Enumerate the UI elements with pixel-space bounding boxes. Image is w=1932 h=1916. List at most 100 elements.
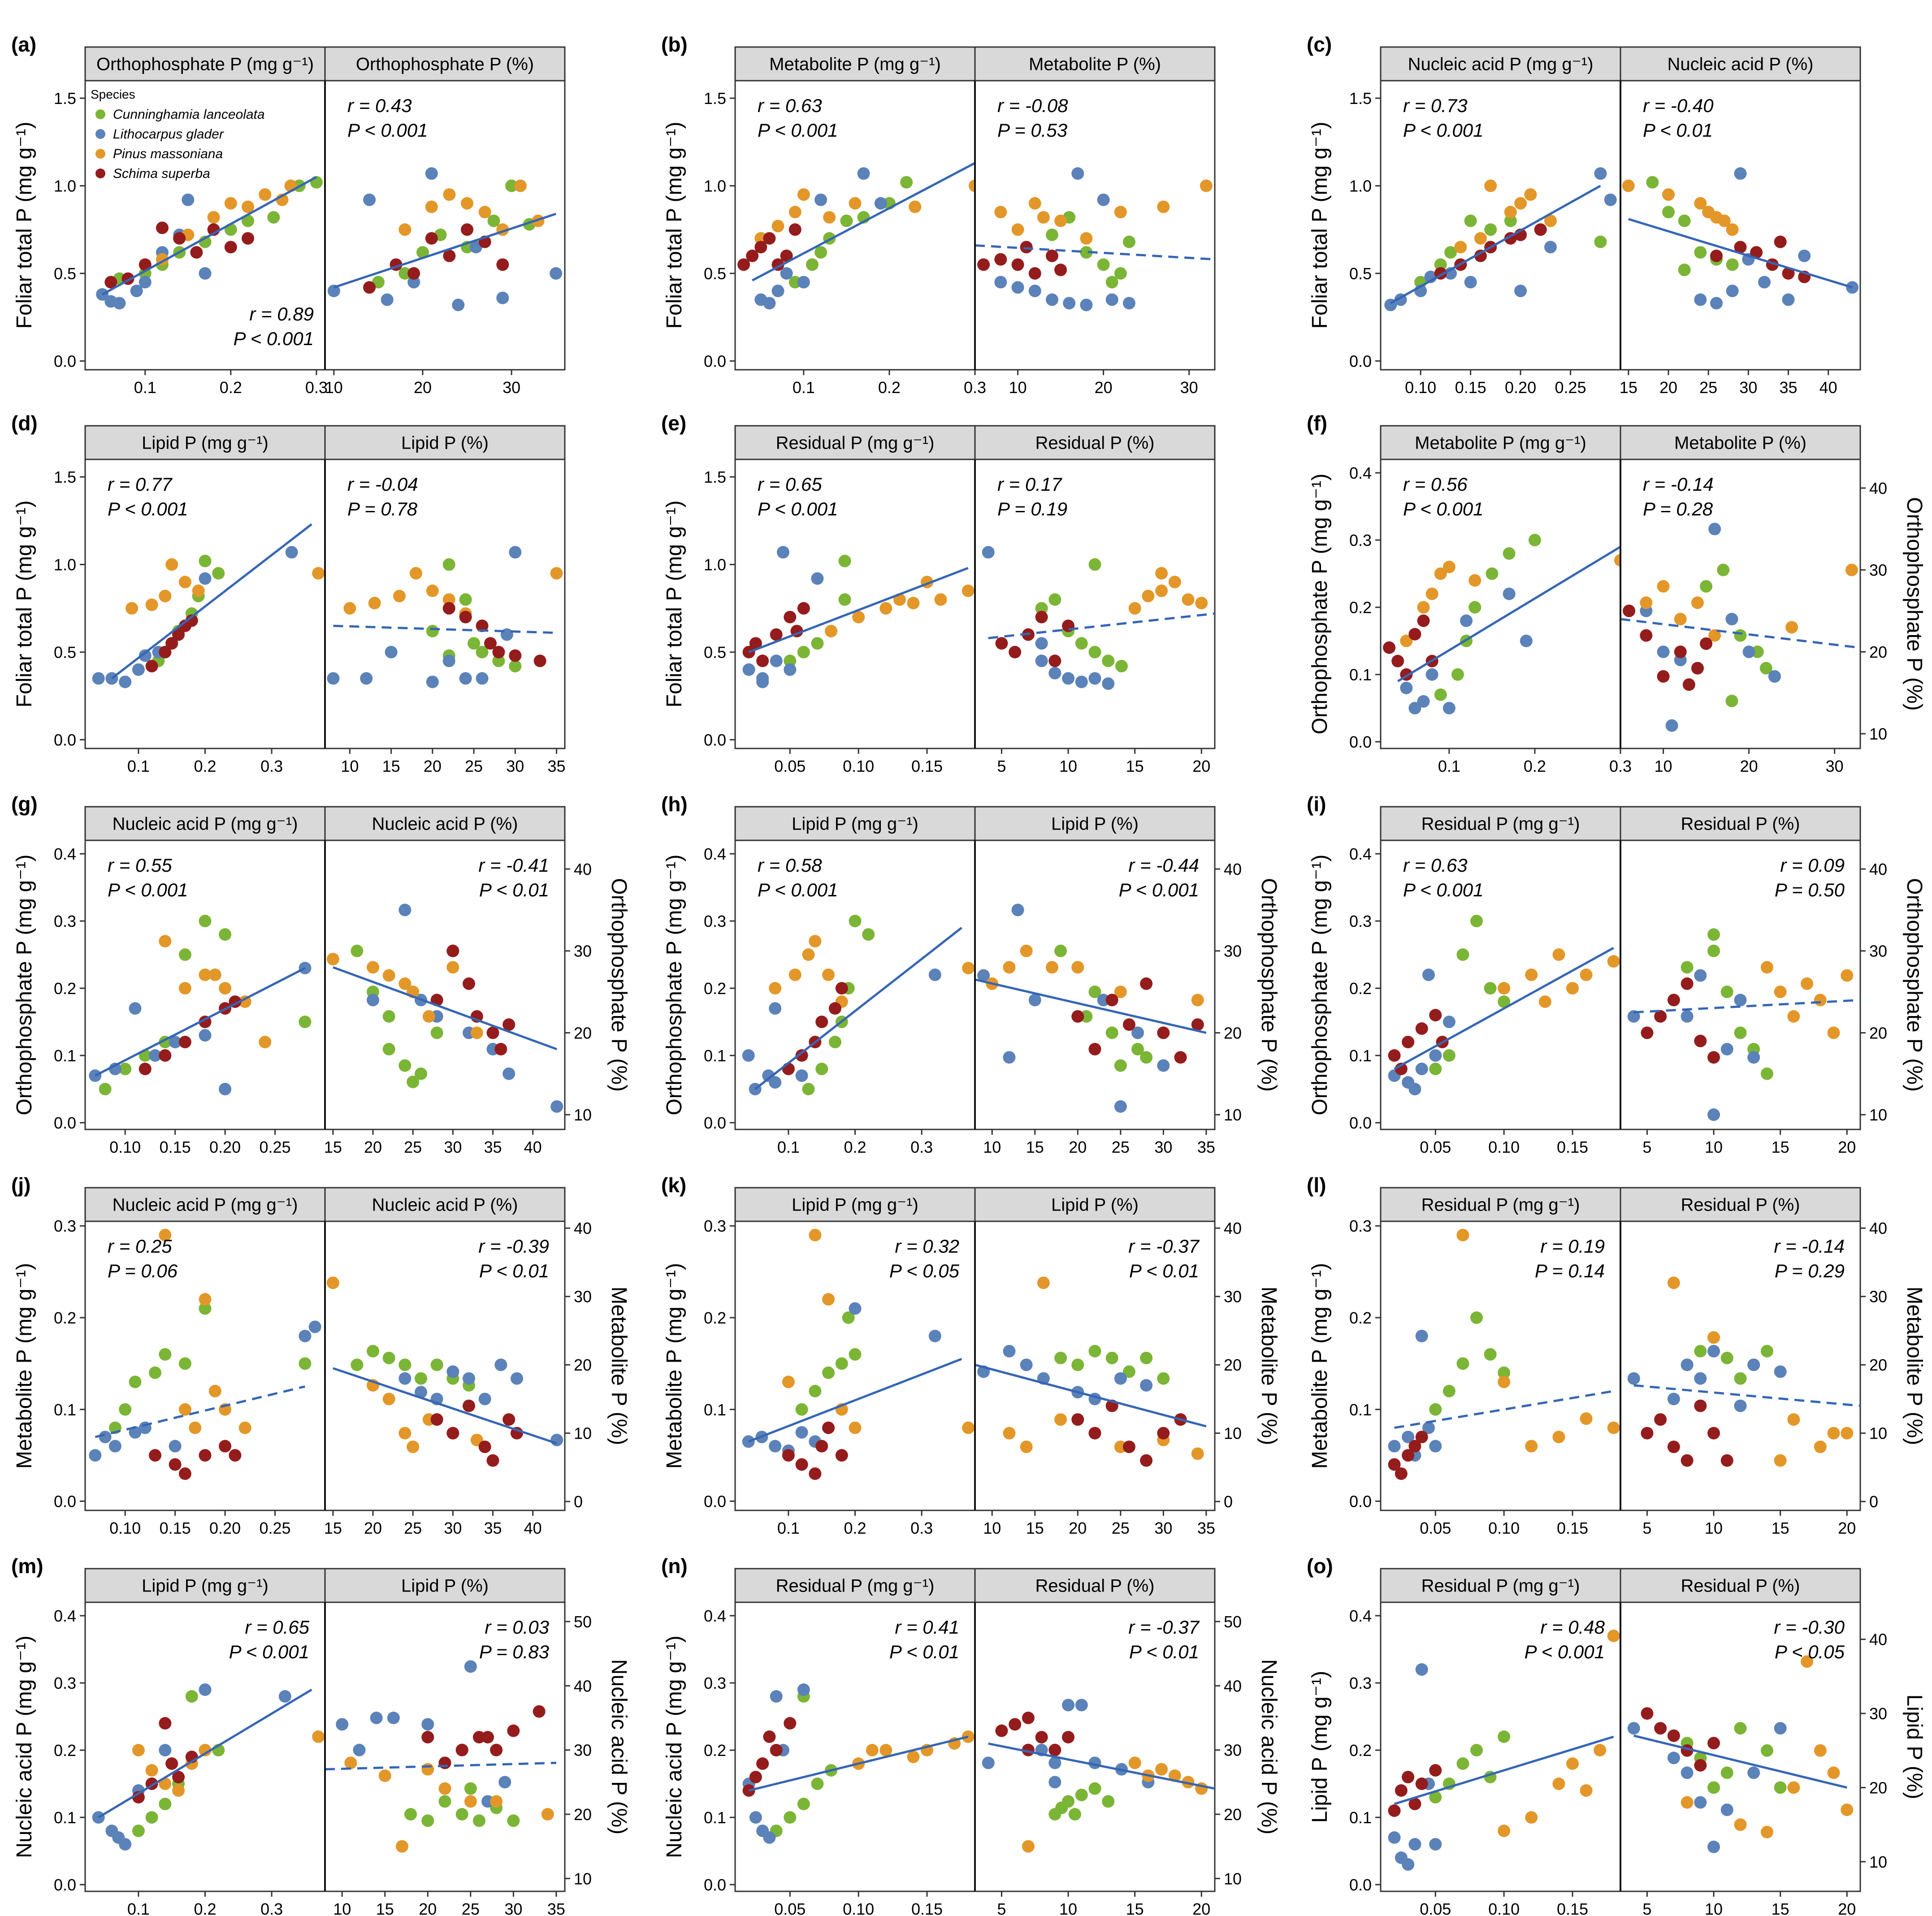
x-tick-label: 20: [1838, 1138, 1856, 1156]
x-tick-label: 0.3: [964, 378, 986, 397]
facet-strip: [1620, 806, 1861, 841]
data-point-cunninghamia-lanceolata: [468, 637, 481, 650]
trend-line: [988, 1742, 1215, 1790]
data-point-schima-superba: [446, 944, 459, 957]
data-point-lithocarpus-glader: [425, 167, 438, 180]
data-point-lithocarpus-glader: [132, 663, 145, 676]
data-point-schima-superba: [1391, 655, 1404, 667]
data-point-schima-superba: [770, 628, 783, 641]
data-point-pinus-massoniana: [1845, 563, 1858, 576]
data-point-schima-superba: [1667, 994, 1680, 1007]
x-tick-label: 30: [1739, 378, 1757, 397]
data-point-lithocarpus-glader: [1627, 1372, 1640, 1385]
data-point-lithocarpus-glader: [1028, 994, 1041, 1007]
stat-p: P < 0.01: [1643, 120, 1713, 141]
x-tick-label: 0.15: [1557, 1519, 1588, 1537]
data-point-pinus-massoniana: [159, 589, 172, 602]
data-point-schima-superba: [455, 1743, 468, 1756]
data-point-cunninghamia-lanceolata: [1707, 944, 1720, 957]
data-point-cunninghamia-lanceolata: [1504, 214, 1517, 227]
data-point-cunninghamia-lanceolata: [299, 1357, 312, 1370]
panel-tag: (j): [11, 1173, 30, 1197]
data-point-cunninghamia-lanceolata: [132, 1825, 145, 1837]
x-tick-label: 25: [1699, 378, 1717, 397]
y-tick-label: 0.3: [704, 912, 726, 930]
data-point-lithocarpus-glader: [1102, 677, 1115, 690]
data-point-schima-superba: [1035, 610, 1048, 623]
data-point-pinus-massoniana: [421, 1763, 434, 1776]
data-point-schima-superba: [1694, 1759, 1707, 1772]
data-point-cunninghamia-lanceolata: [1694, 1345, 1707, 1358]
data-point-pinus-massoniana: [159, 935, 172, 947]
stat-r: r = 0.77: [108, 474, 173, 495]
facet-absolute: Lipid P (mg g⁻¹) 0.1 0.2 0.3 r = 0.58 P < 0.0…: [734, 806, 976, 1156]
x-tick-label: 0.1: [134, 378, 156, 397]
data-point-lithocarpus-glader: [353, 1743, 366, 1756]
data-point-schima-superba: [1191, 1018, 1204, 1031]
chart-panel-g: (g) Nucleic acid P (mg g⁻¹) 0.10 0.15 0.20 0.…: [11, 792, 631, 1156]
data-point-cunninghamia-lanceolata: [1456, 1357, 1469, 1370]
y-right-tick-label: 50: [1224, 1613, 1242, 1631]
data-point-schima-superba: [1088, 1042, 1101, 1055]
data-point-lithocarpus-glader: [1681, 1766, 1694, 1779]
facet-absolute: Residual P (mg g⁻¹) 0.05 0.10 0.15 r = 0.63 P…: [1380, 806, 1621, 1156]
data-point-lithocarpus-glader: [464, 1660, 477, 1673]
data-point-schima-superba: [1734, 241, 1747, 254]
y-tick-label: 0.3: [704, 1674, 726, 1692]
data-point-schima-superba: [533, 1705, 546, 1718]
data-point-cunninghamia-lanceolata: [1484, 223, 1497, 236]
data-point-cunninghamia-lanceolata: [1594, 235, 1607, 248]
data-point-schima-superba: [1774, 235, 1787, 248]
data-point-schima-superba: [484, 637, 497, 650]
y-right-tick-label: 10: [574, 1106, 592, 1124]
data-point-lithocarpus-glader: [1694, 969, 1707, 982]
y-tick-label: 0.1: [54, 1047, 76, 1065]
data-point-pinus-massoniana: [178, 982, 191, 995]
trend-line: [332, 966, 558, 1051]
data-point-cunninghamia-lanceolata: [1075, 637, 1088, 650]
y-tick-label: 1.5: [54, 468, 76, 486]
data-point-cunninghamia-lanceolata: [815, 1063, 828, 1075]
data-point-pinus-massoniana: [378, 1769, 391, 1782]
data-point-schima-superba: [784, 1717, 797, 1730]
data-point-lithocarpus-glader: [1415, 1663, 1428, 1676]
panel-tag: (b): [661, 33, 688, 56]
data-point-lithocarpus-glader: [1710, 297, 1723, 310]
facet-absolute: Residual P (mg g⁻¹) 0.05 0.10 0.15 r = 0.65 P…: [734, 425, 976, 775]
stat-p: P = 0.83: [479, 1641, 549, 1662]
y-tick-label: 0.5: [704, 264, 726, 283]
stat-r: r = -0.41: [478, 855, 549, 876]
data-point-cunninghamia-lanceolata: [1122, 235, 1135, 248]
data-point-pinus-massoniana: [1760, 1825, 1773, 1838]
data-point-lithocarpus-glader: [1768, 670, 1781, 683]
strip-label: Orthophosphate P (%): [356, 55, 534, 74]
data-point-schima-superba: [763, 1730, 776, 1743]
data-point-cunninghamia-lanceolata: [421, 1814, 434, 1827]
facet-absolute: Nucleic acid P (mg g⁻¹) 0.10 0.15 0.20 0.25 r…: [84, 806, 326, 1156]
plot-area: [1380, 1220, 1621, 1511]
data-point-pinus-massoniana: [326, 952, 339, 965]
data-point-schima-superba: [1641, 1707, 1654, 1720]
data-point-pinus-massoniana: [1841, 1804, 1854, 1817]
data-point-lithocarpus-glader: [511, 1372, 523, 1385]
data-point-cunninghamia-lanceolata: [1035, 602, 1048, 615]
stat-p: P = 0.53: [997, 120, 1067, 141]
data-point-cunninghamia-lanceolata: [849, 915, 862, 927]
facet-strip: [84, 46, 326, 82]
y-right-axis-title: Orthophosphate P (%): [1902, 497, 1926, 711]
data-point-cunninghamia-lanceolata: [1760, 1345, 1773, 1358]
data-point-pinus-massoniana: [962, 1421, 975, 1434]
data-point-cunninghamia-lanceolata: [1726, 258, 1739, 271]
data-point-lithocarpus-glader: [769, 1076, 782, 1089]
trend-line: [748, 1735, 969, 1792]
y-tick-label: 0.5: [1349, 264, 1372, 283]
data-point-lithocarpus-glader: [769, 1440, 782, 1453]
y-tick-label: 0.1: [1349, 1808, 1372, 1827]
y-tick-label: 0.0: [1349, 352, 1372, 370]
data-point-schima-superba: [1402, 1449, 1415, 1462]
data-point-pinus-massoniana: [822, 1293, 835, 1306]
y-tick-label: 0.2: [704, 1741, 726, 1760]
data-point-pinus-massoniana: [312, 1730, 325, 1743]
data-point-pinus-massoniana: [461, 197, 474, 210]
y-tick-label: 1.0: [704, 556, 726, 574]
